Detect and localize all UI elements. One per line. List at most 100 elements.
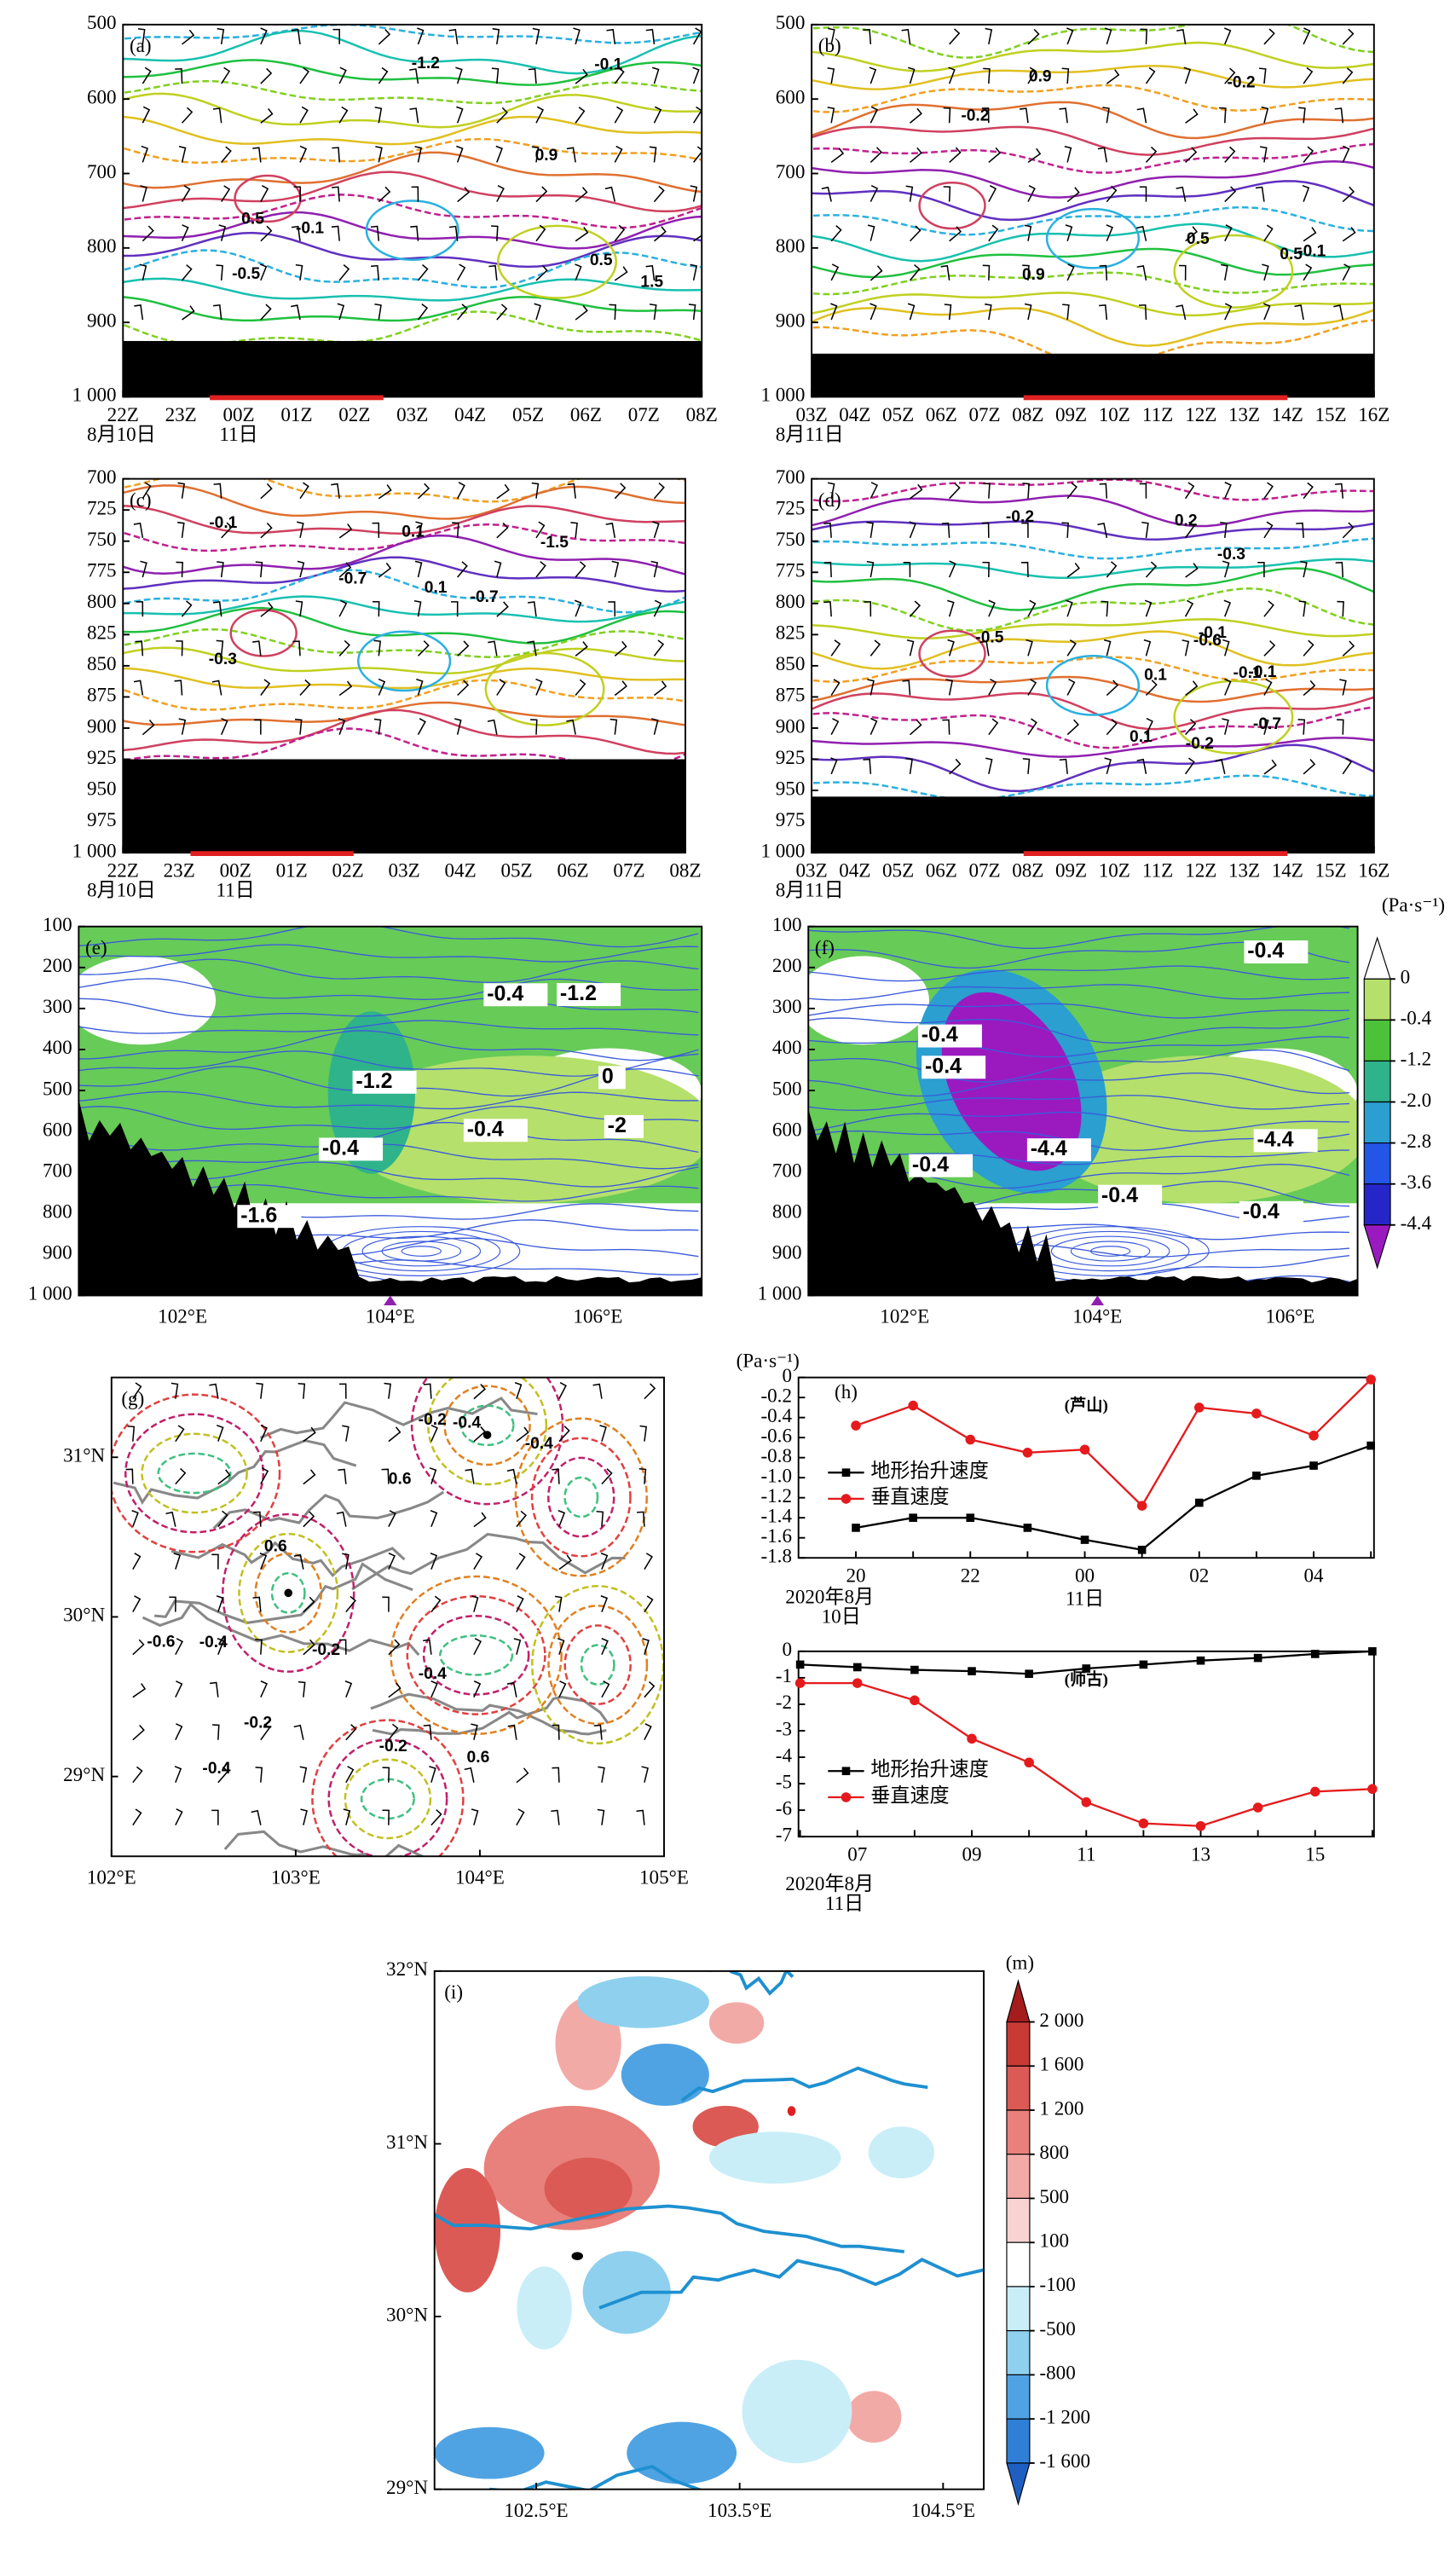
colorbar-label: -2.8 — [1401, 1130, 1432, 1152]
y-tick-label: 950 — [87, 777, 117, 799]
wind-barb — [260, 522, 273, 539]
wind-barb — [653, 106, 662, 124]
contour-label: -0.7 — [471, 588, 499, 606]
y-tick-label: 32°N — [386, 1958, 428, 1980]
contour-label: -0.4 — [1247, 939, 1284, 963]
wind-barb — [131, 1510, 139, 1527]
wind-barb — [516, 1767, 529, 1784]
wind-barb — [909, 225, 922, 242]
wind-barb — [343, 1808, 351, 1825]
y-tick-label: -5 — [776, 1770, 792, 1792]
contour-line — [812, 675, 1374, 703]
colorbar-label: -1 600 — [1039, 2449, 1090, 2472]
wind-barb — [255, 561, 263, 578]
point — [910, 1695, 920, 1706]
contour-line — [812, 520, 1374, 541]
contour-loop — [547, 1456, 615, 1538]
streamline — [808, 1072, 1350, 1097]
streamline — [808, 926, 1350, 949]
point — [1139, 1660, 1148, 1669]
wind-barb — [1062, 304, 1070, 321]
wind-barb — [388, 1426, 402, 1443]
streamline — [808, 1017, 1350, 1044]
height-anomaly — [846, 2391, 902, 2443]
contour-loop — [327, 1738, 448, 1857]
contour-line — [123, 277, 702, 302]
wind-barb — [535, 561, 546, 578]
contour-loop — [427, 1377, 548, 1486]
contour-label: -0.4 — [1243, 1200, 1280, 1223]
x-tick-label: 03Z — [389, 859, 420, 882]
wind-barb — [1303, 639, 1314, 656]
wind-barb — [378, 28, 391, 45]
y-tick-label: 1 000 — [758, 1282, 802, 1304]
contour-line — [812, 537, 1374, 560]
boundary — [223, 1830, 426, 1857]
wind-barb — [988, 718, 999, 736]
wind-barb — [332, 28, 340, 44]
wind-barb — [1099, 483, 1108, 499]
colorbar-label: -0.4 — [1401, 1007, 1432, 1029]
contour-loop — [344, 1758, 432, 1840]
x-tick-label: 07Z — [968, 859, 1000, 882]
wind-barb — [1337, 600, 1344, 617]
wind-barb — [1342, 145, 1350, 163]
wind-barb — [374, 304, 382, 321]
contour-line — [812, 630, 1374, 670]
contour-line — [123, 92, 702, 129]
series-line — [855, 1379, 1372, 1507]
y-tick-label: 400 — [43, 1036, 72, 1058]
wind-barb — [1022, 483, 1030, 499]
wind-barb — [378, 678, 386, 696]
x-tick-label: 01Z — [280, 403, 312, 425]
wind-barb — [988, 185, 997, 202]
wind-barb — [863, 758, 872, 774]
wind-barb — [259, 263, 268, 281]
panel-label: (c) — [130, 489, 152, 511]
station — [787, 2106, 796, 2116]
wind-barb — [636, 1809, 645, 1825]
contour-label: -0.1 — [1297, 242, 1326, 260]
wind-barb — [1342, 640, 1355, 656]
wind-barb — [513, 1638, 522, 1655]
wind-barb — [293, 1553, 304, 1570]
contour-loop — [530, 1437, 632, 1558]
y-tick-label: 750 — [776, 528, 806, 550]
y-tick-label: 850 — [776, 652, 806, 674]
wind-barb — [414, 146, 422, 163]
contour-label: -0.1 — [209, 514, 237, 532]
wind-barb — [1263, 224, 1274, 242]
wind-barb — [175, 67, 183, 84]
wind-barb — [1255, 186, 1265, 202]
wind-barb — [1099, 264, 1108, 281]
wind-barb — [217, 561, 224, 578]
x-tick-label: 04Z — [839, 859, 870, 882]
y-tick-label: -0.8 — [760, 1444, 792, 1466]
contour-line — [123, 24, 702, 44]
wind-barb — [134, 304, 144, 321]
wind-barb — [448, 225, 459, 241]
contour-line — [812, 319, 1374, 368]
wind-barb — [566, 147, 576, 163]
wind-barb — [294, 718, 303, 735]
label-box — [1244, 940, 1309, 963]
legend-marker — [841, 1792, 852, 1802]
label-box — [1239, 1200, 1303, 1224]
wind-barb — [864, 601, 872, 617]
date-label: 8月10日 — [87, 423, 156, 445]
plot-frame — [433, 1969, 985, 2490]
contour-label: -4.4 — [1257, 1127, 1294, 1151]
wind-barb — [303, 1639, 315, 1656]
wind-barb — [175, 1638, 184, 1656]
eddy — [401, 1246, 442, 1257]
wind-barb — [983, 483, 991, 499]
wind-barb — [575, 68, 588, 84]
contour-line — [123, 79, 702, 105]
wind-barb — [496, 679, 506, 696]
x-tick-label: 07Z — [613, 859, 644, 882]
wind-barb — [212, 1724, 220, 1740]
wind-barb — [132, 1553, 142, 1570]
height-anomaly — [868, 2126, 935, 2179]
wind-barb — [133, 680, 144, 696]
